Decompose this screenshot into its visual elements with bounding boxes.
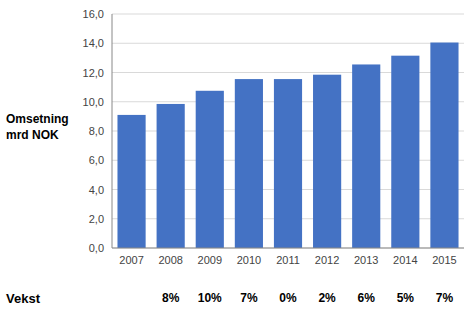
growth-label: 10% (198, 291, 222, 305)
growth-label: 5% (397, 291, 415, 305)
y-tick-label: 8,0 (89, 125, 104, 137)
bar (352, 64, 380, 248)
bar (196, 91, 224, 248)
x-tick-label: 2015 (432, 254, 456, 266)
x-tick-label: 2014 (393, 254, 417, 266)
growth-label: 0% (279, 291, 297, 305)
chart: 0,0 2,0 4,0 6,0 8,0 10,0 12,0 14,0 16,0 2007 2008 2… (0, 0, 475, 320)
bar (313, 75, 341, 248)
y-axis-label: mrd NOK (6, 128, 59, 142)
y-tick-label: 0,0 (89, 242, 104, 254)
y-tick-label: 14,0 (83, 37, 104, 49)
bar (117, 115, 145, 248)
y-tick-label: 12,0 (83, 67, 104, 79)
grid-line (112, 14, 464, 15)
bar (235, 79, 263, 248)
x-tick-label: 2010 (237, 254, 261, 266)
bars (117, 43, 458, 248)
x-axis-line (112, 248, 464, 249)
x-tick-label: 2012 (315, 254, 339, 266)
y-tick-label: 16,0 (83, 8, 104, 20)
y-axis-line (112, 14, 113, 248)
y-tick-label: 10,0 (83, 96, 104, 108)
x-tick-label: 2011 (276, 254, 300, 266)
growth-title: Vekst (6, 291, 41, 306)
growth-label: 8% (162, 291, 180, 305)
x-tick-label: 2013 (354, 254, 378, 266)
grid-line (112, 248, 464, 249)
bar (274, 79, 302, 248)
x-tick-label: 2009 (198, 254, 222, 266)
growth-label: 6% (358, 291, 376, 305)
grid (112, 14, 464, 248)
growth-label: 2% (318, 291, 336, 305)
y-axis-label: Omsetning (6, 112, 69, 126)
x-tick-label: 2007 (119, 254, 143, 266)
growth-label: 7% (436, 291, 454, 305)
bar (430, 43, 458, 248)
bar (391, 56, 419, 248)
y-tick-label: 4,0 (89, 184, 104, 196)
grid-line (112, 43, 464, 44)
growth-label: 7% (240, 291, 258, 305)
x-tick-label: 2008 (158, 254, 182, 266)
y-tick-label: 2,0 (89, 213, 104, 225)
bar (157, 104, 185, 248)
y-tick-label: 6,0 (89, 154, 104, 166)
